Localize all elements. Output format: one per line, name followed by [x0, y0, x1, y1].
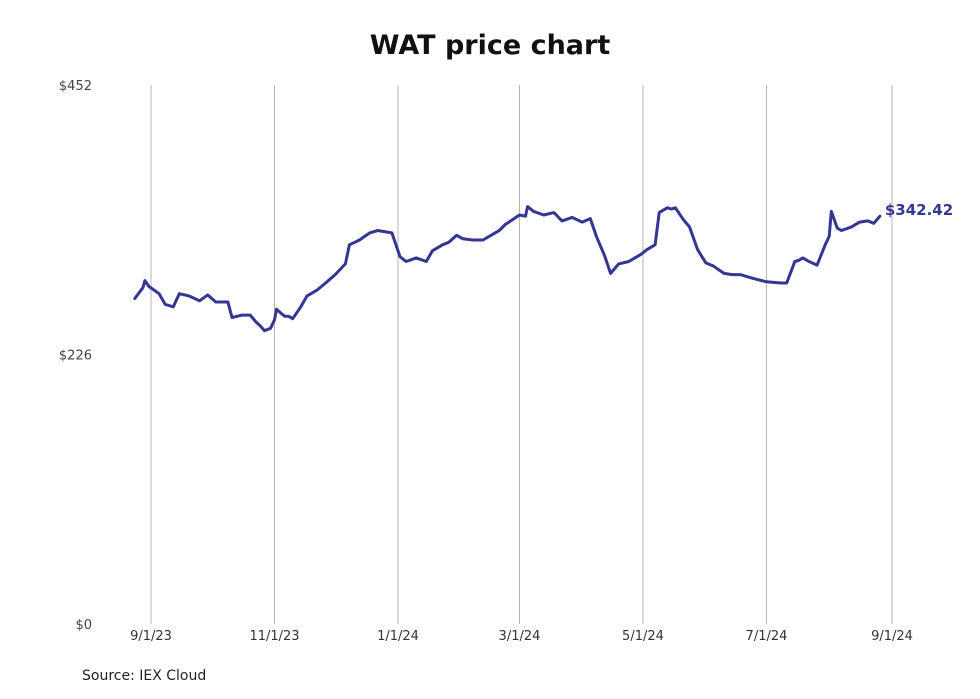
x-tick-label: 11/1/23: [249, 629, 299, 644]
source-note: Source: IEX Cloud: [82, 668, 207, 684]
y-tick-label: $452: [59, 79, 92, 94]
y-axis-ticks: $0 $226 $452: [59, 79, 92, 633]
x-axis-ticks: 9/1/23 11/1/23 1/1/24 3/1/24 5/1/24 7/1/24 9/1…: [130, 629, 913, 644]
x-tick-label: 1/1/24: [377, 629, 419, 644]
x-tick-label: 9/1/24: [871, 629, 913, 644]
x-tick-label: 9/1/23: [130, 629, 172, 644]
y-tick-label: $226: [59, 349, 92, 364]
x-tick-label: 3/1/24: [499, 629, 541, 644]
last-price-label: $342.42: [885, 201, 953, 219]
price-line: [133, 205, 882, 333]
gridlines: [150, 85, 893, 624]
chart-title: WAT price chart: [369, 30, 611, 61]
x-tick-label: 5/1/24: [622, 629, 664, 644]
y-tick-label: $0: [75, 618, 92, 633]
x-tick-label: 7/1/24: [746, 629, 788, 644]
